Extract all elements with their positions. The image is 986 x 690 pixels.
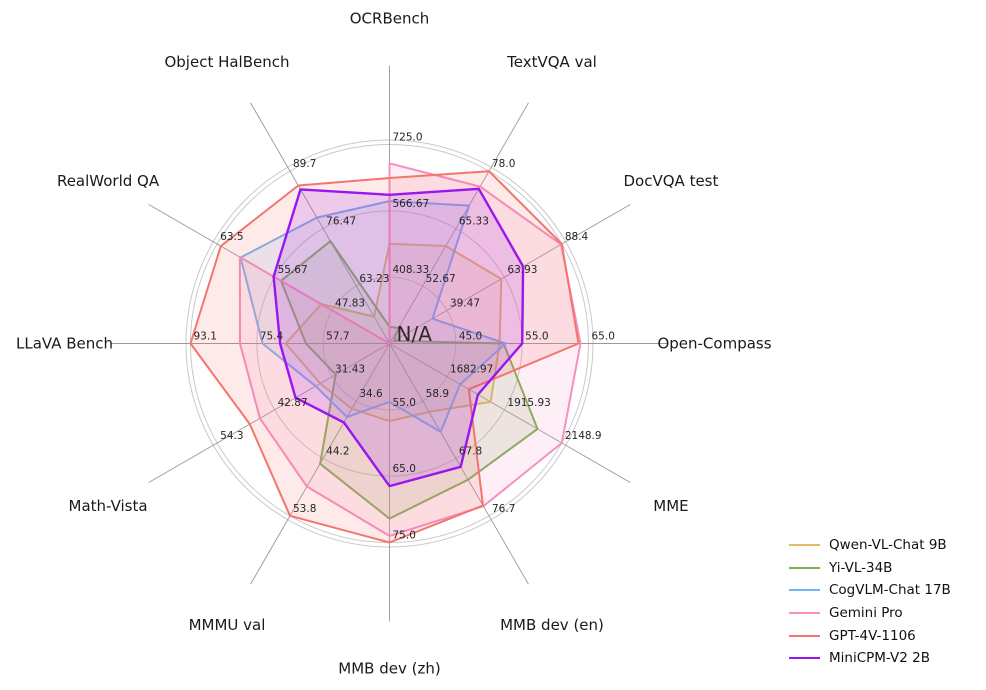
axis-tick-label: 55.67 <box>278 264 308 276</box>
legend-swatch-line <box>789 657 820 660</box>
axis-tick-label: 63.5 <box>220 231 243 243</box>
axis-tick-label: 78.0 <box>492 158 515 170</box>
axis-tick-label: 31.43 <box>335 364 365 376</box>
radar-spoke <box>148 343 390 483</box>
axis-tick-label: 65.0 <box>592 331 615 343</box>
axis-tick-label: 55.0 <box>393 397 416 409</box>
axis-tick-label: 65.0 <box>393 463 416 475</box>
axis-tick-label: 76.47 <box>326 216 356 228</box>
axis-tick-label: 54.3 <box>220 430 243 442</box>
legend-item: Yi-VL-34B <box>789 557 951 580</box>
legend-label: CogVLM-Chat 17B <box>829 582 951 599</box>
legend-item: CogVLM-Chat 17B <box>789 579 951 602</box>
legend-swatch-line <box>789 589 820 592</box>
chart-legend: Qwen-VL-Chat 9B Yi-VL-34B CogVLM-Chat 17… <box>789 534 951 670</box>
na-annotation: N/A <box>397 322 433 346</box>
axis-tick-label: 93.1 <box>194 331 217 343</box>
axis-tick-label: 52.67 <box>426 273 456 285</box>
radar-spoke <box>389 102 529 344</box>
category-label: MMMU val <box>189 616 266 634</box>
axis-tick-label: 42.87 <box>278 397 308 409</box>
category-label: Object HalBench <box>164 53 289 71</box>
axis-tick-label: 63.23 <box>359 273 389 285</box>
axis-tick-label: 2148.9 <box>565 430 602 442</box>
category-label: MMB dev (en) <box>500 616 604 634</box>
legend-item: MiniCPM-V2 2B <box>789 647 951 670</box>
axis-tick-label: 44.2 <box>326 445 349 457</box>
radar-spoke <box>250 102 390 344</box>
axis-tick-label: 1682.97 <box>450 364 493 376</box>
legend-item: Gemini Pro <box>789 602 951 625</box>
axis-tick-label: 39.47 <box>450 297 480 309</box>
radar-spoke <box>389 204 631 344</box>
series-line-GPT-4V-1106 <box>189 170 580 544</box>
axis-tick-label: 47.83 <box>335 297 365 309</box>
axis-tick-label: 88.4 <box>565 231 589 243</box>
series-fill-GPT-4V-1106 <box>190 171 579 543</box>
category-label: MMB dev (zh) <box>338 660 440 678</box>
category-label: LLaVA Bench <box>16 335 113 353</box>
legend-swatch-line <box>789 612 820 615</box>
axis-tick-label: 566.67 <box>393 198 430 210</box>
legend-label: MiniCPM-V2 2B <box>829 650 930 667</box>
legend-label: Gemini Pro <box>829 605 903 622</box>
series-line-MiniCPM-V2-2B <box>272 187 525 488</box>
category-label: DocVQA test <box>624 172 719 190</box>
axis-tick-label: 67.8 <box>459 445 482 457</box>
legend-item: GPT-4V-1106 <box>789 624 951 647</box>
series-fill-Qwen-VL-Chat-9B <box>285 243 502 422</box>
axis-tick-label: 57.7 <box>326 331 349 343</box>
axis-tick-label: 53.8 <box>293 503 316 515</box>
legend-swatch-line <box>789 634 820 637</box>
category-label: Open-Compass <box>657 335 771 353</box>
series-fill-MiniCPM-V2-2B <box>273 188 524 487</box>
legend-label: Yi-VL-34B <box>829 559 893 576</box>
legend-swatch-line <box>789 544 820 547</box>
legend-item: Qwen-VL-Chat 9B <box>789 534 951 557</box>
category-label: OCRBench <box>350 10 429 28</box>
axis-tick-label: 76.7 <box>492 503 515 515</box>
radar-spoke <box>389 343 529 585</box>
axis-tick-label: 75.0 <box>393 530 416 542</box>
axis-tick-label: 55.0 <box>525 331 548 343</box>
axis-tick-label: 408.33 <box>393 264 430 276</box>
legend-label: GPT-4V-1106 <box>829 627 916 644</box>
axis-tick-label: 725.0 <box>393 132 423 144</box>
category-label: MME <box>653 497 688 515</box>
axis-tick-label: 75.4 <box>260 331 284 343</box>
axis-tick-label: 65.33 <box>459 216 489 228</box>
axis-tick-label: 58.9 <box>426 388 449 400</box>
category-label: RealWorld QA <box>57 172 160 190</box>
axis-tick-label: 63.93 <box>507 264 537 276</box>
radar-spoke <box>389 343 631 483</box>
legend-swatch-line <box>789 566 820 569</box>
series-fill-Gemini-Pro <box>239 163 581 536</box>
series-fill-CogVLM-Chat-17B <box>240 201 506 432</box>
axis-tick-label: 89.7 <box>293 158 316 170</box>
axis-tick-label: 34.6 <box>359 388 383 400</box>
legend-label: Qwen-VL-Chat 9B <box>829 537 947 554</box>
series-fill-Yi-VL-34B <box>281 241 538 519</box>
axis-tick-label: 45.0 <box>459 331 482 343</box>
category-label: Math-Vista <box>69 497 148 515</box>
axis-tick-label: 1915.93 <box>507 397 550 409</box>
category-label: TextVQA val <box>506 53 597 71</box>
